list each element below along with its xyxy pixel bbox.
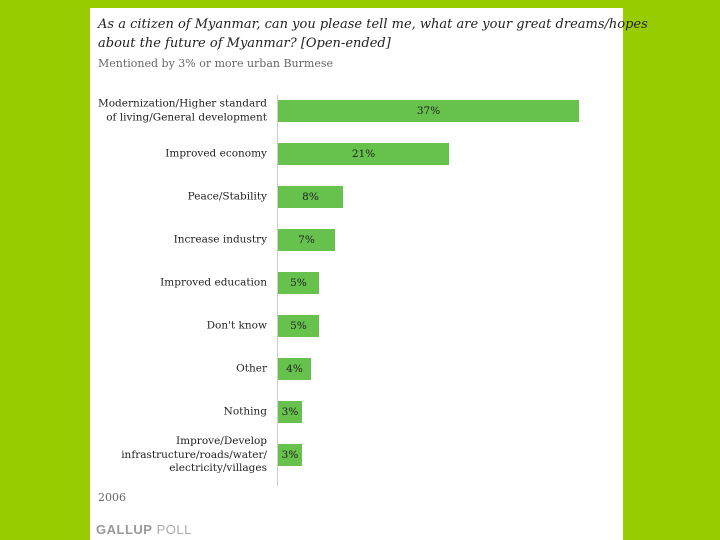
gallup-poll-logo: GALLUP POLL xyxy=(96,522,192,537)
value-label: 5% xyxy=(290,320,307,332)
value-label: 8% xyxy=(302,191,319,203)
value-label: 3% xyxy=(281,406,299,418)
brand-name: GALLUP xyxy=(96,522,153,537)
bar xyxy=(278,143,449,165)
value-label: 37% xyxy=(416,105,441,117)
category-axis-line xyxy=(277,95,278,486)
bar xyxy=(278,186,343,208)
bar xyxy=(278,100,579,122)
category-label: Peace/Stability xyxy=(187,190,267,203)
bar xyxy=(278,229,335,251)
chart-panel: As a citizen of Myanmar, can you please … xyxy=(90,8,648,540)
category-label: Improved economy xyxy=(165,147,267,160)
value-label: 7% xyxy=(298,234,315,246)
bar xyxy=(278,315,319,337)
chart-subtitle: Mentioned by 3% or more urban Burmese xyxy=(98,57,333,70)
category-label: Improve/Develop infrastructure/roads/wat… xyxy=(121,434,267,474)
category-label: Modernization/Higher standard of living/… xyxy=(97,97,267,124)
category-label: Nothing xyxy=(223,405,267,418)
category-label: Other xyxy=(236,362,267,375)
brand-suffix: POLL xyxy=(152,522,192,537)
category-label: Increase industry xyxy=(173,233,267,246)
category-label: Don't know xyxy=(206,319,267,332)
category-label: Improved education xyxy=(160,276,267,289)
value-label: 5% xyxy=(290,277,307,289)
survey-year: 2006 xyxy=(98,491,126,504)
chart-title-line-2: about the future of Myanmar? [Open-ended… xyxy=(98,36,391,51)
value-label: 21% xyxy=(351,148,376,160)
bar xyxy=(278,358,311,380)
chart-title-line-1: As a citizen of Myanmar, can you please … xyxy=(98,17,648,32)
bar xyxy=(278,272,319,294)
value-label: 3% xyxy=(281,449,299,461)
value-label: 4% xyxy=(286,363,303,375)
bar xyxy=(278,444,302,466)
bar xyxy=(278,401,302,423)
